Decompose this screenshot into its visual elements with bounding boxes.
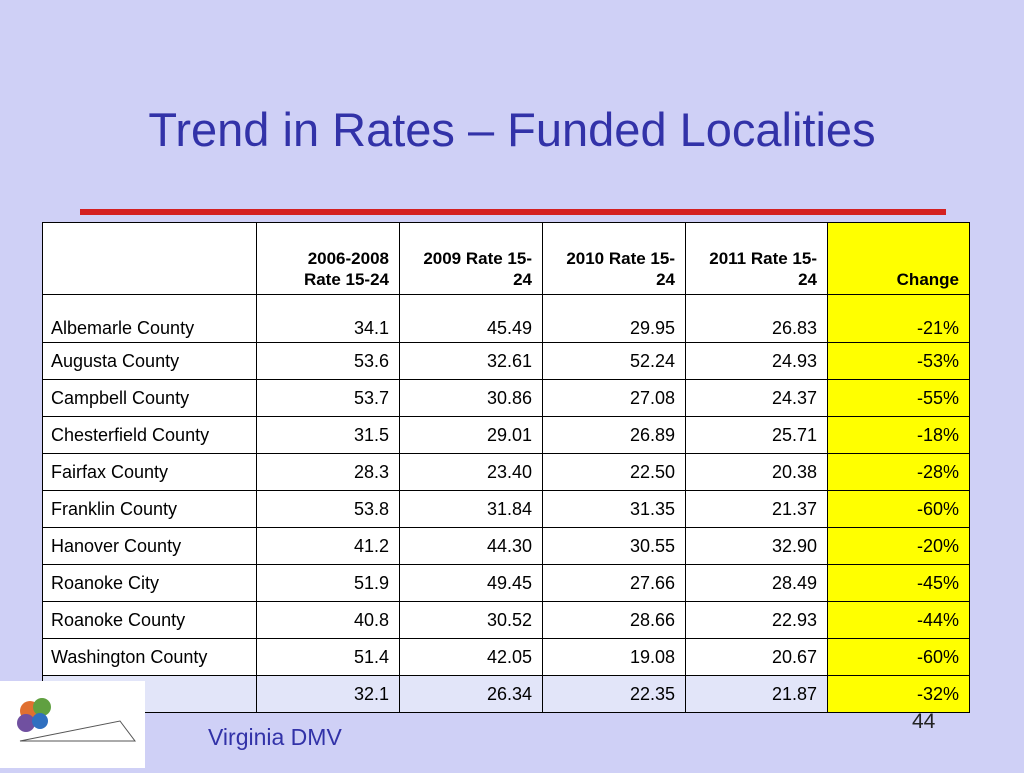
cell: 29.01 bbox=[399, 416, 543, 454]
cell: -21% bbox=[827, 294, 970, 343]
cell: 29.95 bbox=[542, 294, 686, 343]
cell: 32.1 bbox=[256, 675, 400, 713]
cell: 22.35 bbox=[542, 675, 686, 713]
row-label: Hanover County bbox=[42, 527, 257, 565]
row-label: Augusta County bbox=[42, 342, 257, 380]
cell: -32% bbox=[827, 675, 970, 713]
cell: 28.3 bbox=[256, 453, 400, 491]
header-cell bbox=[42, 222, 257, 295]
cell: 26.34 bbox=[399, 675, 543, 713]
header-cell: 2009 Rate 15-24 bbox=[399, 222, 543, 295]
cell: 27.08 bbox=[542, 379, 686, 417]
row-label: Albemarle County bbox=[42, 294, 257, 343]
cell: 31.84 bbox=[399, 490, 543, 528]
row-label: Roanoke County bbox=[42, 601, 257, 639]
table-row: Augusta County 53.6 32.61 52.24 24.93 -53% bbox=[42, 342, 970, 380]
table-row: Chesterfield County 31.5 29.01 26.89 25.71 -1… bbox=[42, 416, 970, 454]
cell: 30.52 bbox=[399, 601, 543, 639]
cell: 53.6 bbox=[256, 342, 400, 380]
cell: 34.1 bbox=[256, 294, 400, 343]
rates-table: 2006-2008 Rate 15-24 2009 Rate 15-24 2010 … bbox=[42, 222, 970, 713]
logo-outline bbox=[19, 720, 136, 742]
cell: -18% bbox=[827, 416, 970, 454]
cell: 41.2 bbox=[256, 527, 400, 565]
cell: -60% bbox=[827, 490, 970, 528]
logo-dot bbox=[32, 713, 48, 729]
table-row: Fairfax County 28.3 23.40 22.50 20.38 -28% bbox=[42, 453, 970, 491]
table-row: Franklin County 53.8 31.84 31.35 21.37 -60% bbox=[42, 490, 970, 528]
cell: 21.87 bbox=[685, 675, 828, 713]
row-label: Washington County bbox=[42, 638, 257, 676]
row-label: Fairfax County bbox=[42, 453, 257, 491]
header-cell: 2011 Rate 15-24 bbox=[685, 222, 828, 295]
table-row: Hanover County 41.2 44.30 30.55 32.90 -20% bbox=[42, 527, 970, 565]
header-cell: 2006-2008 Rate 15-24 bbox=[256, 222, 400, 295]
cell: 40.8 bbox=[256, 601, 400, 639]
cell: 51.9 bbox=[256, 564, 400, 602]
table-row: Albemarle County 34.1 45.49 29.95 26.83 -21% bbox=[42, 294, 970, 343]
cell: 22.50 bbox=[542, 453, 686, 491]
cell: -28% bbox=[827, 453, 970, 491]
logo-dot bbox=[33, 698, 51, 716]
cell: 28.49 bbox=[685, 564, 828, 602]
cell: -44% bbox=[827, 601, 970, 639]
table-row: Washington County 51.4 42.05 19.08 20.67 -60% bbox=[42, 638, 970, 676]
cell: 31.35 bbox=[542, 490, 686, 528]
page-number: 44 bbox=[912, 710, 936, 733]
header-row: 2006-2008 Rate 15-24 2009 Rate 15-24 2010 … bbox=[42, 222, 970, 295]
footer-org: Virginia DMV bbox=[208, 724, 342, 750]
cell: 27.66 bbox=[542, 564, 686, 602]
header-cell: Change bbox=[827, 222, 970, 295]
cell: -60% bbox=[827, 638, 970, 676]
cell: -45% bbox=[827, 564, 970, 602]
cell: 24.93 bbox=[685, 342, 828, 380]
logo-graphic bbox=[17, 698, 136, 742]
row-label: Campbell County bbox=[42, 379, 257, 417]
cell: 30.86 bbox=[399, 379, 543, 417]
cell: -20% bbox=[827, 527, 970, 565]
cell: 49.45 bbox=[399, 564, 543, 602]
cell: 20.67 bbox=[685, 638, 828, 676]
cell: 19.08 bbox=[542, 638, 686, 676]
cell: 30.55 bbox=[542, 527, 686, 565]
row-label: Roanoke City bbox=[42, 564, 257, 602]
title-rule bbox=[80, 209, 946, 215]
cell: -55% bbox=[827, 379, 970, 417]
cell: -53% bbox=[827, 342, 970, 380]
logo bbox=[0, 681, 145, 768]
cell: 28.66 bbox=[542, 601, 686, 639]
cell: 32.61 bbox=[399, 342, 543, 380]
cell: 52.24 bbox=[542, 342, 686, 380]
cell: 44.30 bbox=[399, 527, 543, 565]
cell: 23.40 bbox=[399, 453, 543, 491]
table-row: Campbell County 53.7 30.86 27.08 24.37 -55% bbox=[42, 379, 970, 417]
cell: 45.49 bbox=[399, 294, 543, 343]
cell: 42.05 bbox=[399, 638, 543, 676]
cell: 26.89 bbox=[542, 416, 686, 454]
cell: 53.7 bbox=[256, 379, 400, 417]
slide-title: Trend in Rates – Funded Localities bbox=[148, 103, 876, 156]
table-row: Roanoke County 40.8 30.52 28.66 22.93 -44% bbox=[42, 601, 970, 639]
cell: 21.37 bbox=[685, 490, 828, 528]
cell: 31.5 bbox=[256, 416, 400, 454]
row-label: Chesterfield County bbox=[42, 416, 257, 454]
cell: 53.8 bbox=[256, 490, 400, 528]
cell: 25.71 bbox=[685, 416, 828, 454]
cell: 20.38 bbox=[685, 453, 828, 491]
cell: 51.4 bbox=[256, 638, 400, 676]
table-row: Roanoke City 51.9 49.45 27.66 28.49 -45% bbox=[42, 564, 970, 602]
cell: 26.83 bbox=[685, 294, 828, 343]
logo-dot bbox=[17, 714, 35, 732]
cell: 32.90 bbox=[685, 527, 828, 565]
cell: 24.37 bbox=[685, 379, 828, 417]
row-label: Franklin County bbox=[42, 490, 257, 528]
cell: 22.93 bbox=[685, 601, 828, 639]
header-cell: 2010 Rate 15-24 bbox=[542, 222, 686, 295]
